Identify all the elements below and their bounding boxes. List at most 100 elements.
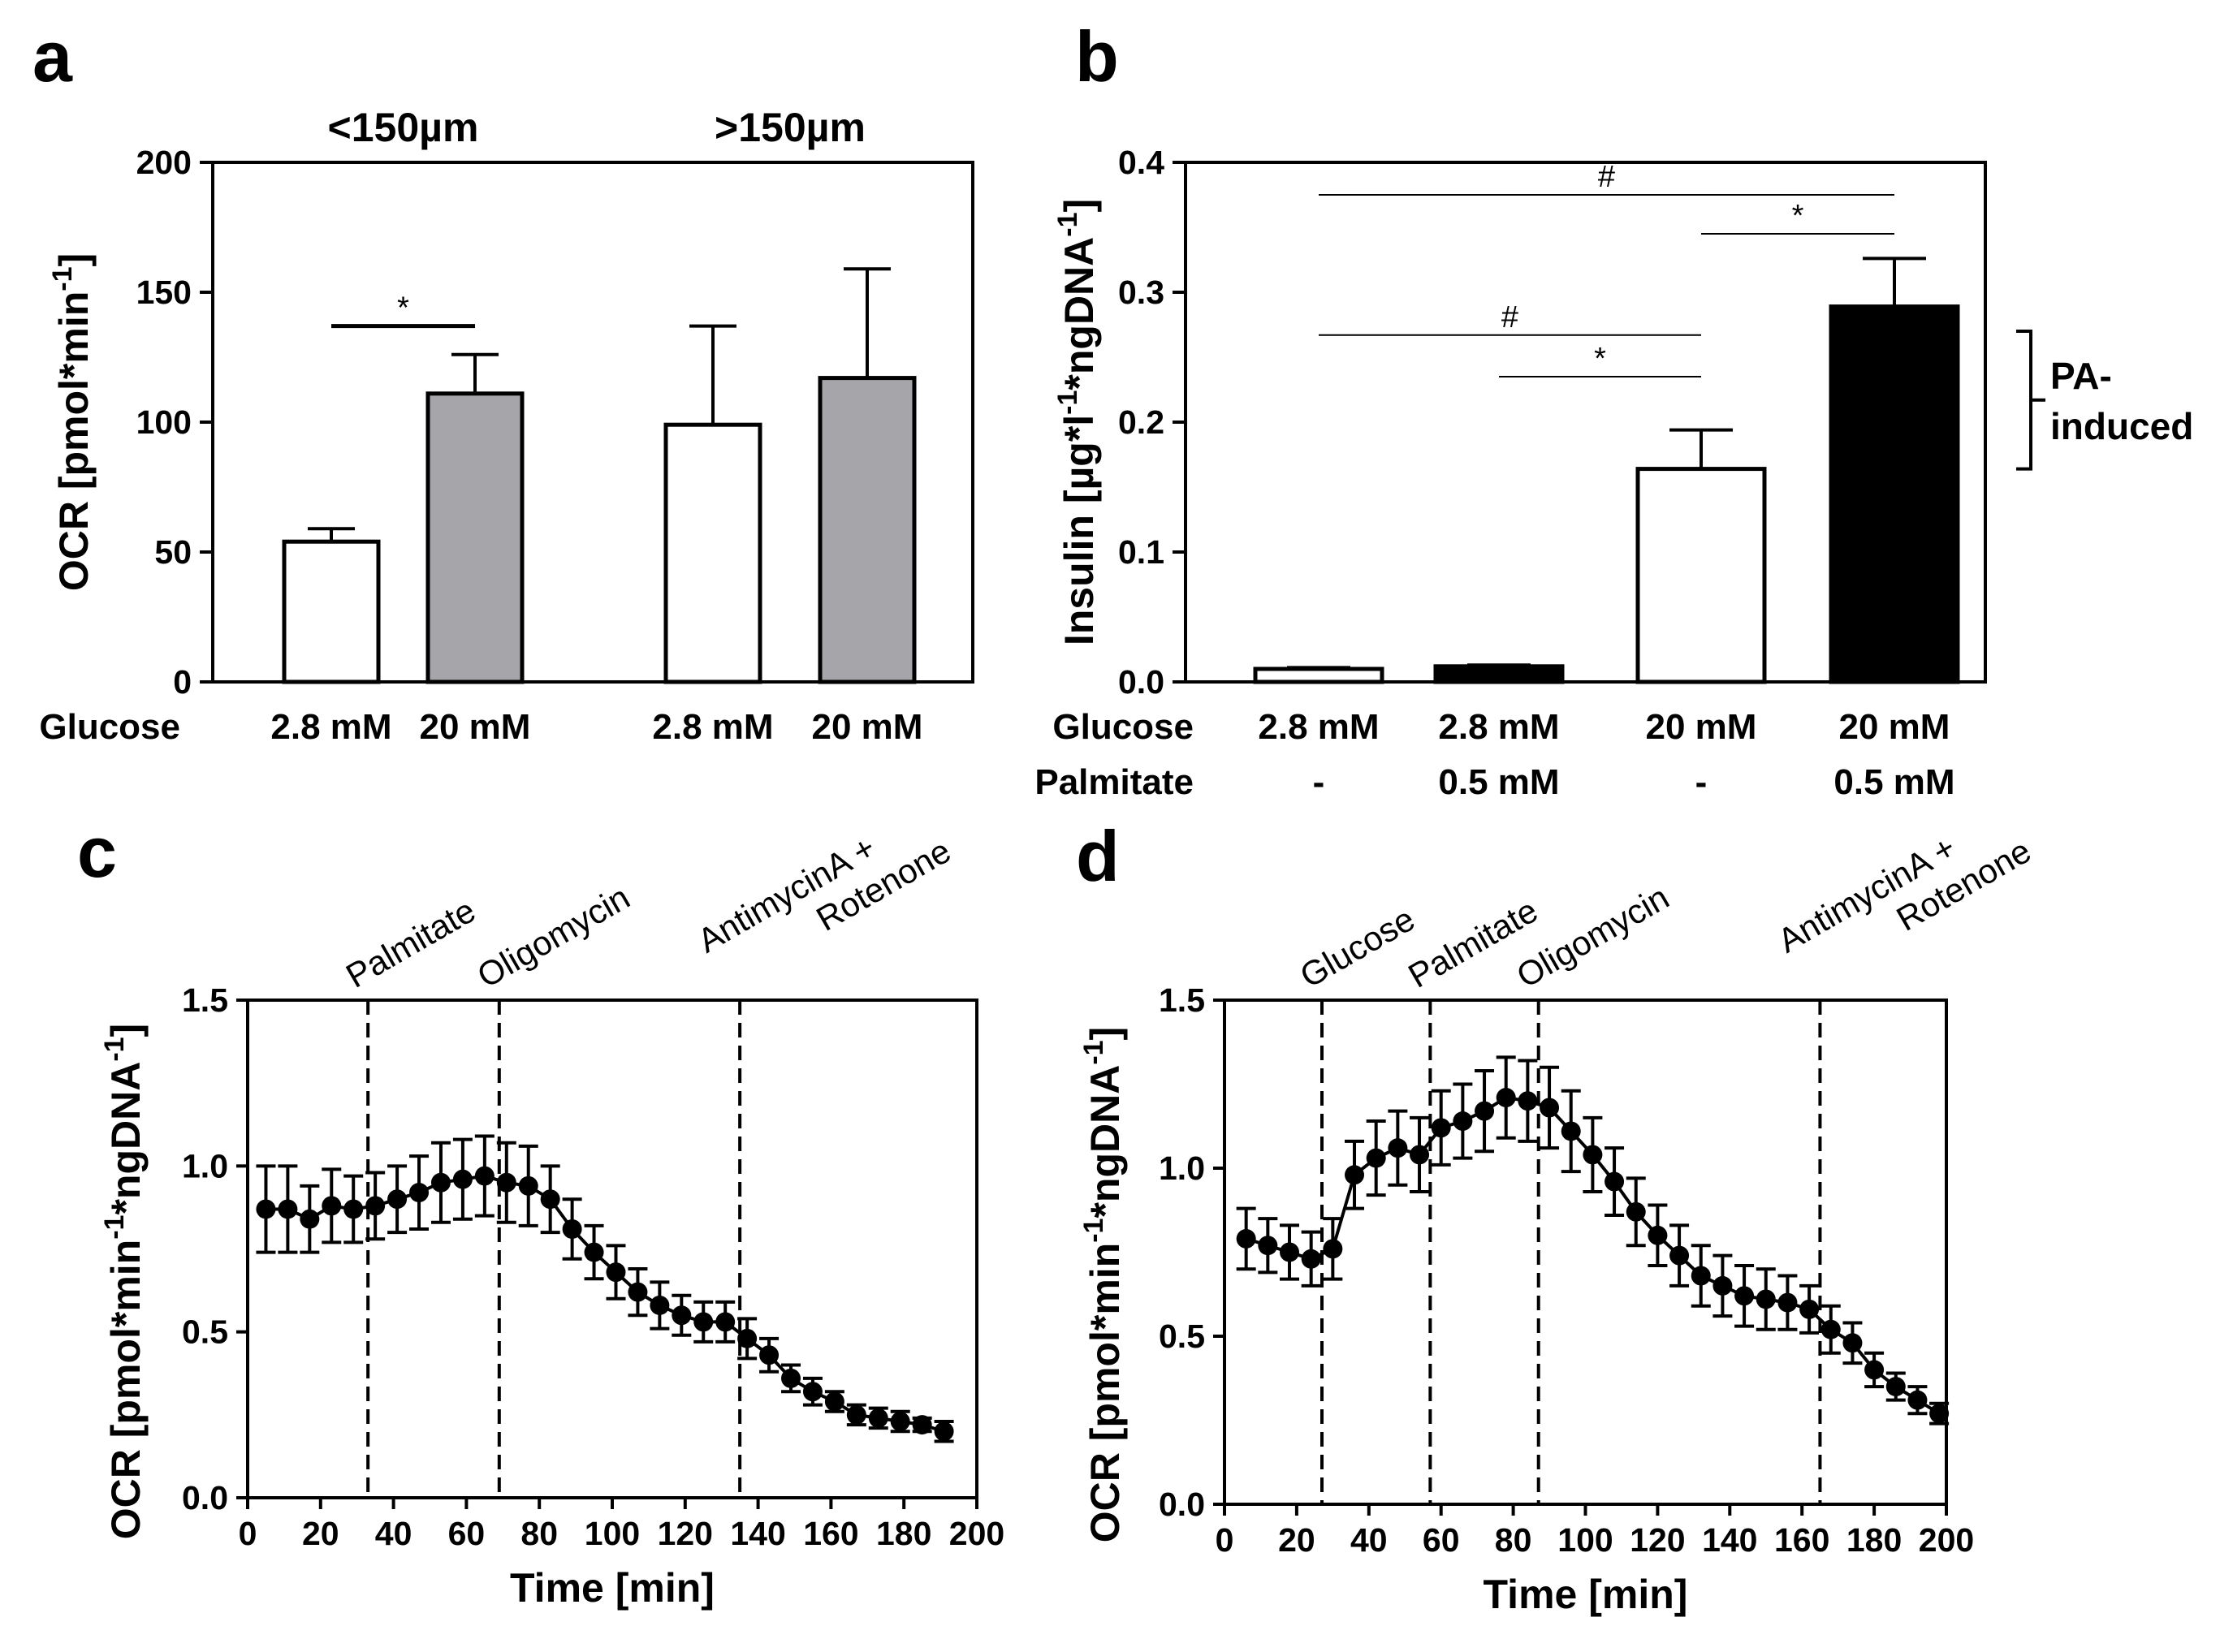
glucose-label: 20 mM bbox=[812, 707, 923, 747]
data-point bbox=[1301, 1249, 1321, 1269]
x-axis-label: Time [min] bbox=[510, 1565, 715, 1611]
data-point bbox=[1734, 1286, 1755, 1306]
data-point bbox=[1518, 1091, 1538, 1111]
x-tick-label: 200 bbox=[1919, 1521, 1974, 1559]
y-axis-label-superscript: -1 bbox=[47, 266, 78, 291]
x-tick-label: 140 bbox=[1702, 1521, 1757, 1559]
palmitate-label: 0.5 mM bbox=[1833, 762, 1954, 802]
significance-mark: * bbox=[1594, 342, 1606, 376]
y-tick-label: 1.0 bbox=[1159, 1149, 1205, 1187]
data-point bbox=[540, 1189, 560, 1210]
data-point bbox=[1626, 1201, 1646, 1222]
y-axis-label-text: OCR [pmol*min bbox=[51, 291, 97, 591]
pa-induced-bracket bbox=[2016, 330, 2045, 471]
data-point bbox=[1561, 1121, 1581, 1141]
y-axis-label-text: *ngDNA bbox=[1082, 1065, 1128, 1219]
data-point bbox=[737, 1328, 758, 1348]
data-point bbox=[1864, 1360, 1885, 1380]
x-tick-label: 80 bbox=[520, 1515, 558, 1552]
data-point bbox=[1431, 1118, 1451, 1138]
y-axis-label-end: ] bbox=[1082, 1027, 1128, 1041]
y-axis-label: OCR [pmol*min-1*ngDNA-1] bbox=[1078, 1027, 1128, 1542]
data-point bbox=[1648, 1225, 1668, 1245]
data-point bbox=[1366, 1148, 1386, 1168]
data-point bbox=[1323, 1239, 1343, 1259]
y-axis-label-superscript: -1 bbox=[99, 1037, 130, 1061]
y-tick-label: 0.4 bbox=[1118, 144, 1164, 181]
data-point bbox=[409, 1183, 430, 1203]
data-point bbox=[868, 1408, 888, 1428]
data-point bbox=[1907, 1390, 1928, 1410]
significance-mark: # bbox=[1501, 300, 1518, 334]
data-point bbox=[1713, 1275, 1733, 1296]
data-point bbox=[912, 1415, 932, 1435]
panel-label: b bbox=[1075, 16, 1119, 97]
bar bbox=[282, 539, 381, 684]
x-tick-label: 180 bbox=[1846, 1521, 1902, 1559]
panel-label: d bbox=[1076, 816, 1120, 896]
data-point bbox=[496, 1172, 516, 1193]
x-tick-label: 140 bbox=[730, 1515, 785, 1552]
y-tick-label: 0.5 bbox=[182, 1313, 228, 1351]
data-point bbox=[1345, 1165, 1365, 1185]
row-label: Glucose bbox=[39, 707, 180, 747]
y-tick-label: 0.1 bbox=[1118, 533, 1164, 571]
bar bbox=[1829, 304, 1960, 684]
x-tick-label: 160 bbox=[803, 1515, 858, 1552]
y-axis-label-superscript: -1 bbox=[1052, 390, 1083, 415]
x-tick-label: 120 bbox=[658, 1515, 713, 1552]
y-tick-label: 100 bbox=[136, 403, 192, 441]
x-tick-label: 20 bbox=[302, 1515, 339, 1552]
data-point bbox=[430, 1172, 451, 1193]
plot-frame bbox=[246, 999, 978, 1499]
y-tick-label: 0.3 bbox=[1118, 274, 1164, 311]
data-point bbox=[1453, 1111, 1473, 1132]
event-label-line: Oligomycin bbox=[1510, 878, 1675, 995]
data-point bbox=[343, 1199, 364, 1219]
y-axis-label-text: *ngDNA bbox=[1056, 237, 1102, 390]
y-tick-label: 1.5 bbox=[182, 981, 228, 1019]
data-point bbox=[1258, 1236, 1278, 1256]
data-point bbox=[584, 1242, 604, 1262]
x-tick-label: 180 bbox=[876, 1515, 931, 1552]
glucose-label: 20 mM bbox=[420, 707, 531, 747]
x-tick-label: 0 bbox=[239, 1515, 257, 1552]
event-label-line: Glucose bbox=[1294, 899, 1421, 995]
x-tick-label: 160 bbox=[1774, 1521, 1829, 1559]
y-axis-label-text: OCR [pmol*min bbox=[1082, 1243, 1128, 1542]
x-tick-label: 60 bbox=[1423, 1521, 1460, 1559]
y-tick-label: 0 bbox=[173, 663, 192, 701]
data-point bbox=[693, 1312, 714, 1332]
glucose-label: 2.8 mM bbox=[1258, 707, 1379, 747]
x-tick-label: 40 bbox=[1350, 1521, 1388, 1559]
bar bbox=[663, 422, 762, 684]
x-axis-label: Time [min] bbox=[1484, 1572, 1688, 1617]
data-point bbox=[300, 1209, 320, 1229]
group-label: >150µm bbox=[715, 105, 866, 150]
x-tick-label: 120 bbox=[1630, 1521, 1685, 1559]
data-point bbox=[256, 1199, 276, 1219]
panel-label: a bbox=[32, 16, 73, 97]
bracket-label: induced bbox=[2050, 405, 2193, 447]
data-point bbox=[1842, 1333, 1863, 1353]
glucose-label: 20 mM bbox=[1646, 707, 1757, 747]
panel-d: d 0.0 0.5 1.0 1.5 0 20 40 60 80 100 120 140 160 180 200… bbox=[1076, 816, 2037, 1617]
y-axis-label-superscript: -1 bbox=[1078, 1040, 1109, 1064]
x-tick-label: 100 bbox=[585, 1515, 640, 1552]
data-point bbox=[606, 1262, 626, 1283]
data-point bbox=[1885, 1377, 1906, 1397]
data-point bbox=[1691, 1266, 1711, 1286]
y-axis-label-end: ] bbox=[103, 1024, 149, 1037]
bar bbox=[818, 376, 917, 684]
y-tick-label: 0.0 bbox=[182, 1479, 228, 1516]
row-label: Glucose bbox=[1052, 707, 1194, 747]
palmitate-label: 0.5 mM bbox=[1438, 762, 1559, 802]
data-point bbox=[278, 1199, 298, 1219]
x-tick-label: 40 bbox=[375, 1515, 412, 1552]
y-axis-label-text: *ngDNA bbox=[103, 1062, 149, 1215]
y-axis-label-superscript: -1 bbox=[1078, 1219, 1109, 1243]
event-label: Oligomycin bbox=[1510, 878, 1675, 995]
data-point bbox=[934, 1421, 954, 1442]
data-point bbox=[1756, 1289, 1776, 1309]
